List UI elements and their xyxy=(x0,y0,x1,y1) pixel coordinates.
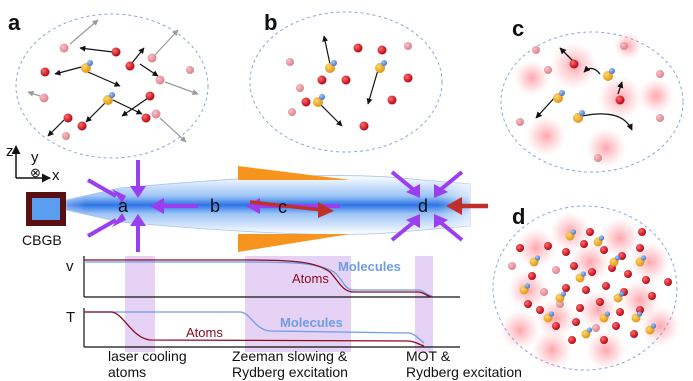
zeeman-slower-bottom-wedge xyxy=(238,234,350,252)
temperature-molecules-curve xyxy=(84,311,425,344)
panel-label-b: b xyxy=(264,10,277,35)
axis-symbol-y-into-page: ⊗ xyxy=(30,165,41,180)
zeeman-slower-top-wedge xyxy=(238,166,350,180)
axis-label-x: x xyxy=(52,167,60,184)
stage-shade-laser-cooling xyxy=(125,256,155,352)
temperature-plot: T Atoms Molecules xyxy=(66,308,460,348)
panel-a-boundary xyxy=(15,13,209,159)
beam-label-c: c xyxy=(278,197,287,217)
panel-label-d: d xyxy=(512,204,525,229)
beam-label-d: d xyxy=(418,196,428,216)
stage-shade-mot xyxy=(415,256,433,352)
cbgb-source: CBGB xyxy=(22,192,66,248)
stage-caption-laser-cooling-line2: atoms xyxy=(108,364,146,380)
panel-a-particles xyxy=(27,19,199,143)
velocity-plot: v Atoms Molecules xyxy=(66,256,460,298)
stage-caption-zeeman-line1: Zeeman slowing & xyxy=(232,348,348,364)
laser-beams xyxy=(87,160,464,252)
panel-b-particles xyxy=(286,35,413,131)
panel-c-boundary xyxy=(500,31,684,173)
stage-caption-mot-line2: Rydberg excitation xyxy=(406,364,522,380)
temperature-axis-label: T xyxy=(66,309,75,326)
cbgb-label: CBGB xyxy=(22,232,62,248)
temperature-atoms-label: Atoms xyxy=(186,325,223,340)
velocity-atoms-curve xyxy=(84,259,433,298)
panel-c-particles xyxy=(514,32,674,168)
coordinate-axes: z y ⊗ x xyxy=(6,143,60,184)
panel-d-particles xyxy=(500,212,680,370)
stage-caption-mot-line1: MOT & xyxy=(406,348,451,364)
panel-label-c: c xyxy=(512,16,524,41)
temperature-atoms-curve xyxy=(84,311,425,347)
beam-label-a: a xyxy=(118,196,129,216)
stage-caption-laser-cooling-line1: laser cooling xyxy=(108,348,187,364)
axis-label-z: z xyxy=(6,143,14,160)
stage-caption-zeeman-line2: Rydberg excitation xyxy=(232,364,348,380)
velocity-atoms-label: Atoms xyxy=(292,271,329,286)
beam-label-b: b xyxy=(210,196,220,216)
axis-label-y: y xyxy=(31,149,39,166)
velocity-molecules-curve xyxy=(84,261,433,297)
temperature-molecules-label: Molecules xyxy=(280,315,343,330)
panel-label-a: a xyxy=(8,10,21,35)
panel-d-boundary xyxy=(492,205,678,371)
velocity-axis-label: v xyxy=(66,258,74,275)
push-arrows xyxy=(249,197,488,218)
panel-b-boundary xyxy=(249,11,443,153)
velocity-molecules-label: Molecules xyxy=(338,259,401,274)
